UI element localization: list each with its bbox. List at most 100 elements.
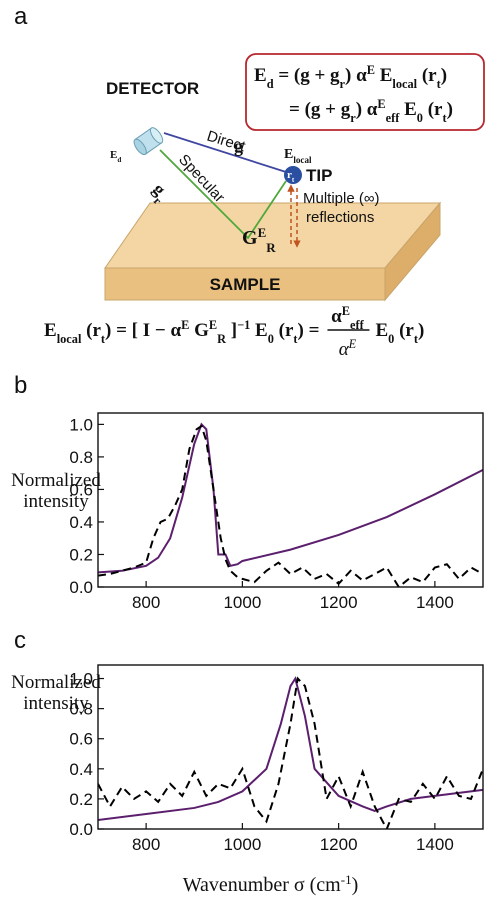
text-part: ): [418, 320, 424, 341]
text-part: ]: [226, 320, 237, 341]
text-part: α: [339, 339, 350, 360]
text-part: (r: [417, 65, 437, 86]
multiple-label: Multiple (∞): [303, 190, 380, 207]
text-part: r: [287, 169, 292, 181]
x-tick-label: 1400: [416, 835, 454, 854]
text-part: (r: [394, 320, 414, 341]
series-line: [98, 676, 483, 829]
text-part: ): [447, 99, 453, 120]
text-part: α: [331, 306, 342, 327]
equation-line: = (g + gr) αEeff E0 (rt): [289, 97, 453, 125]
y-tick-label: 0.8: [69, 700, 93, 719]
text-part: ): [352, 874, 359, 896]
y-axis-label: intensity: [23, 693, 89, 714]
green-function-label: GER: [242, 225, 276, 255]
detector-label: DETECTOR: [106, 79, 199, 98]
fraction-numerator: αEeff: [331, 304, 364, 332]
y-tick-label: 0.0: [69, 820, 93, 839]
superscript: −1: [237, 318, 250, 332]
equation-left: Elocal (rt) = [ I − αE GER ]−1 E0 (rt) =: [44, 318, 319, 346]
x-tick-label: 1000: [223, 835, 261, 854]
y-tick-label: 0.6: [69, 480, 93, 499]
x-tick-label: 1000: [223, 593, 261, 612]
x-axis-label: Wavenumber σ (cm-1): [183, 872, 359, 897]
tip-label: TIP: [306, 166, 332, 185]
sample-top: [104, 202, 442, 269]
text-part: = (g + g: [274, 65, 340, 86]
text-part: E: [375, 320, 388, 341]
fraction-denominator: αE: [339, 337, 357, 360]
specular-path: [159, 149, 287, 240]
subscript: t: [414, 332, 419, 346]
subscript: eff: [386, 111, 401, 125]
subscript: 0: [388, 332, 394, 346]
subscript: R: [266, 240, 276, 255]
text-part: (r: [274, 320, 294, 341]
y-tick-label: 0.8: [69, 448, 93, 467]
subscript: local: [293, 155, 312, 165]
subscript: t: [293, 332, 298, 346]
superscript: -1: [341, 872, 352, 887]
specular-label: Specular: [175, 151, 228, 206]
y-tick-label: 0.2: [69, 545, 93, 564]
text-part: E: [375, 65, 392, 86]
superscript: E: [367, 63, 375, 77]
equation-line: Ed = (g + gr) αE Elocal (rt): [254, 63, 447, 91]
text-part: ) = [ I − α: [105, 320, 181, 341]
text-part: G: [189, 320, 209, 341]
text-part: (r: [81, 320, 101, 341]
text-part: = (g + g: [289, 99, 351, 120]
g-label: g: [234, 136, 243, 156]
x-tick-label: 800: [132, 835, 160, 854]
y-tick-label: 0.4: [69, 513, 93, 532]
y-tick-label: 0.2: [69, 790, 93, 809]
sample-side: [384, 201, 441, 302]
equation-right: E0 (rt): [375, 320, 424, 346]
subscript: d: [267, 77, 274, 91]
series-line: [98, 676, 483, 821]
y-tick-label: 0.4: [69, 760, 93, 779]
subscript: t: [442, 111, 447, 125]
subscript: R: [217, 332, 227, 346]
y-tick-label: 1.0: [69, 670, 93, 689]
text-part: E: [250, 320, 267, 341]
plot-frame: [97, 664, 484, 830]
subscript: r: [340, 77, 346, 91]
subscript: d: [117, 156, 121, 164]
detector: [133, 127, 164, 156]
text-part: G: [242, 227, 258, 249]
subscript: r: [350, 111, 356, 125]
subscript: local: [392, 77, 417, 91]
subscript: eff: [350, 318, 365, 332]
text-part: (r: [423, 99, 443, 120]
sample-label: SAMPLE: [210, 275, 281, 294]
direct-path: [163, 132, 287, 173]
subscript: t: [101, 332, 106, 346]
text-part: ): [441, 65, 447, 86]
text-part: ) α: [345, 65, 367, 86]
panel-label: a: [14, 3, 28, 30]
text-part: E: [110, 149, 117, 161]
tip: [284, 166, 302, 184]
equation-box: [245, 53, 485, 131]
y-tick-label: 1.0: [69, 415, 93, 434]
panel-label: c: [14, 627, 26, 654]
x-tick-label: 1400: [416, 593, 454, 612]
series-line: [98, 424, 483, 587]
y-tick-label: 0.0: [69, 578, 93, 597]
subscript: local: [57, 332, 82, 346]
superscript: E: [348, 337, 357, 351]
y-axis-label: Normalized: [11, 672, 101, 693]
y-axis-label: Normalized: [11, 470, 101, 491]
y-axis-label: intensity: [23, 491, 89, 512]
text-part: E: [284, 147, 293, 162]
text-part: ) =: [298, 320, 320, 341]
plot-frame: [97, 412, 484, 588]
subscript: t: [437, 77, 442, 91]
superscript: E: [209, 318, 217, 332]
subscript: 0: [268, 332, 274, 346]
subscript: t: [292, 176, 295, 184]
x-tick-label: 1200: [320, 835, 358, 854]
panel-label: b: [14, 372, 27, 399]
